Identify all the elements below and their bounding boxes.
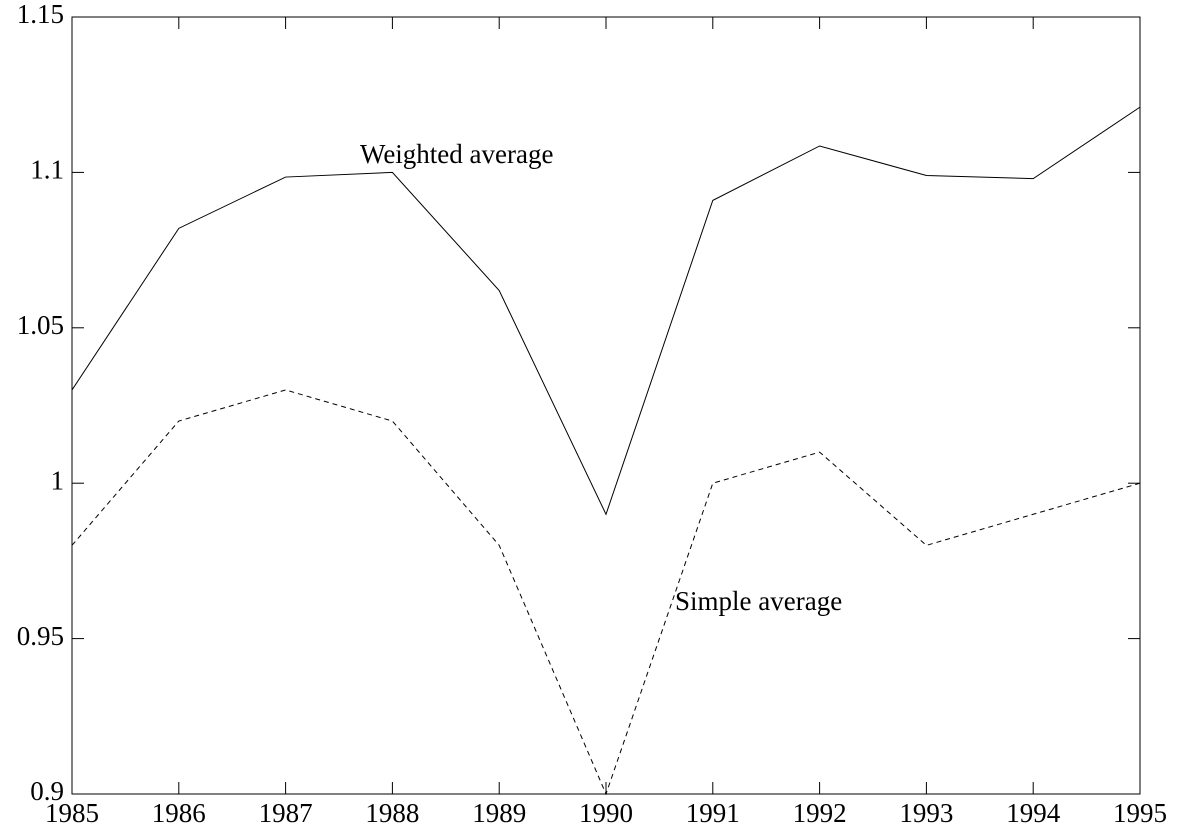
x-tick-label: 1985 — [45, 798, 99, 828]
x-tick-label: 1990 — [579, 798, 633, 828]
x-tick-label: 1995 — [1113, 798, 1167, 828]
y-tick-label: 1 — [51, 465, 65, 495]
series-line — [71, 106, 1141, 516]
series-line — [71, 389, 1141, 796]
x-tick-label: 1989 — [472, 798, 526, 828]
series-label: Simple average — [675, 586, 842, 616]
x-tick-label: 1994 — [1006, 798, 1061, 828]
y-tick-label: 0.95 — [17, 621, 64, 651]
x-tick-label: 1987 — [259, 798, 313, 828]
x-tick-label: 1993 — [899, 798, 953, 828]
x-tick-label: 1991 — [686, 798, 740, 828]
y-tick-label: 1.05 — [17, 310, 64, 340]
y-tick-label: 1.15 — [17, 0, 64, 29]
x-tick-label: 1986 — [152, 798, 206, 828]
series-label: Weighted average — [360, 139, 553, 169]
x-tick-label: 1988 — [365, 798, 419, 828]
y-tick-label: 0.9 — [30, 776, 64, 806]
x-tick-label: 1992 — [793, 798, 847, 828]
y-tick-label: 1.1 — [30, 155, 64, 185]
